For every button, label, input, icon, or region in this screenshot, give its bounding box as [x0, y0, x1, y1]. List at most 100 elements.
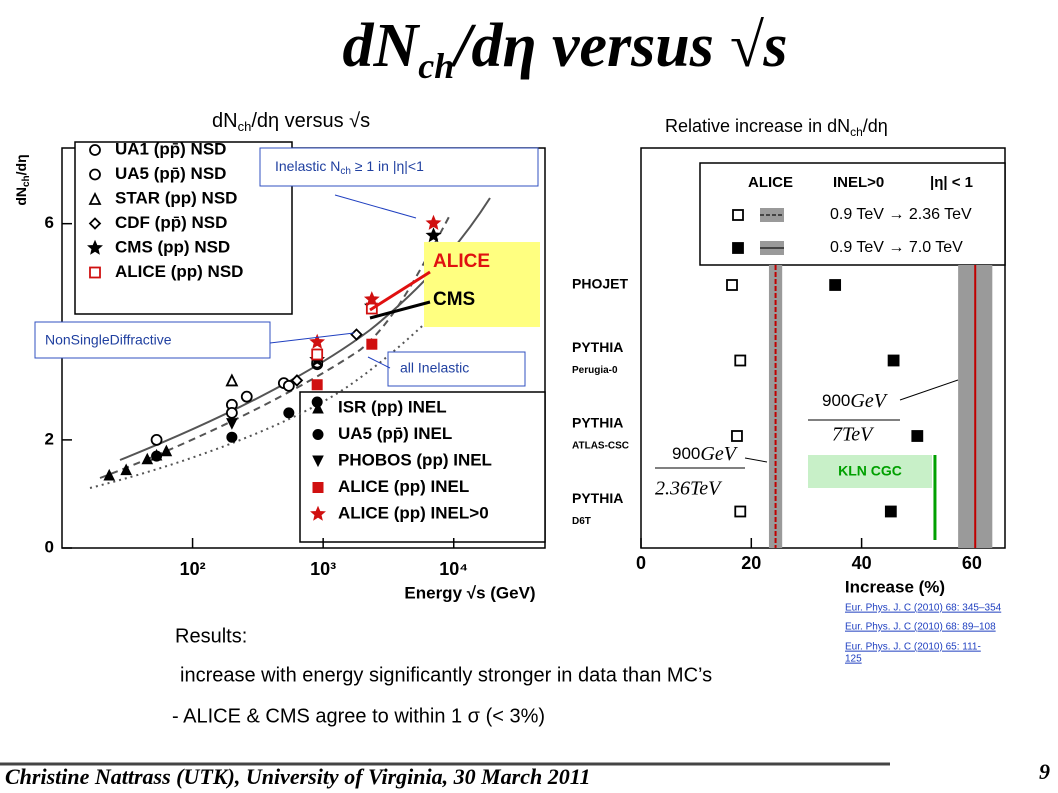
heading-part: /dη versus √s	[251, 110, 370, 132]
reference-link[interactable]: Eur. Phys. J. C (2010) 68: 345–354	[845, 603, 1002, 614]
fraction-part: 900	[822, 391, 850, 410]
marker	[150, 433, 163, 446]
callout-arrow	[367, 356, 391, 369]
highlight-text: ALICE	[433, 251, 490, 272]
right-heading: Relative increase in dNch/dη	[665, 116, 888, 139]
legend-box	[699, 162, 1006, 266]
marker	[887, 354, 900, 367]
highlight-arrow	[369, 300, 431, 320]
marker	[734, 354, 747, 367]
reference-link[interactable]: Eur. Phys. J. C (2010) 68: 89–108	[845, 622, 996, 633]
y-tick-label: 2	[45, 429, 54, 448]
marker	[363, 291, 380, 307]
marker	[283, 407, 295, 419]
category-sublabel: Perugia-0	[572, 365, 618, 376]
results-heading: Results:	[175, 625, 247, 647]
category-sublabel: ATLAS-CSC	[572, 441, 629, 452]
results-line: increase with energy significantly stron…	[180, 664, 712, 686]
callout-text: all Inelastic	[400, 360, 469, 376]
references: Eur. Phys. J. C (2010) 68: 345–354 Eur. …	[845, 603, 1002, 665]
marker	[425, 227, 442, 243]
fraction-numerator: 900GeV	[822, 390, 889, 412]
marker	[120, 463, 132, 476]
kln-label: KLN CGC	[838, 463, 902, 479]
legend-marker	[312, 482, 324, 493]
left-plot: dNch/dη Energy √s (GeV) 024610²10³10⁴UA1…	[13, 139, 546, 602]
fraction-part: GeV	[700, 443, 738, 465]
slide-title: dNch/dη versus √s	[342, 12, 787, 86]
callout-subscript: ch	[340, 166, 351, 177]
callout-text: Inelastic Nch ≥ 1 in |η|<1	[275, 158, 424, 177]
legend-label: STAR (pp) NSD	[115, 188, 237, 207]
footer-text: Christine Nattrass (UTK), University of …	[5, 764, 591, 789]
fraction-numerator: 900GeV	[672, 443, 739, 465]
highlight-arrow	[369, 270, 431, 312]
legend-marker	[88, 191, 102, 205]
left-heading: dNch/dη versus √s	[212, 110, 370, 134]
legend-label: CMS (pp) NSD	[115, 237, 230, 256]
y-axis-label: dNch/dη	[13, 154, 32, 205]
heading-subscript: ch	[850, 125, 863, 139]
category-sublabel: D6T	[572, 516, 591, 527]
legend-marker	[732, 242, 744, 254]
label-part: /dη	[13, 154, 29, 175]
legend-marker	[312, 455, 324, 468]
legend-marker	[312, 429, 324, 440]
marker	[141, 452, 154, 465]
fraction-arrow	[899, 379, 959, 401]
marker	[734, 505, 747, 518]
reference-link[interactable]: 125	[845, 654, 862, 665]
kln-box	[808, 455, 932, 488]
title-part: dN	[342, 12, 420, 80]
page-number: 9	[1039, 759, 1050, 784]
legend-label: ISR (pp) INEL	[338, 397, 447, 416]
legend-label: UA5 (pp̄) INEL	[338, 424, 452, 443]
marker	[103, 468, 116, 481]
marker	[225, 373, 239, 387]
legend-marker	[732, 209, 744, 221]
reference-link[interactable]: Eur. Phys. J. C (2010) 65: 111-	[845, 642, 981, 653]
legend-marker	[87, 239, 103, 255]
marker	[366, 338, 378, 350]
heading-part: dN	[212, 110, 238, 132]
callout-arrow	[334, 194, 417, 219]
marker	[726, 279, 738, 291]
x-tick-label: 10³	[310, 559, 336, 579]
title-subscript: ch	[418, 46, 454, 86]
marker	[151, 450, 163, 462]
callout-box	[387, 351, 526, 387]
legend-label: 0.9 TeV → 2.36 TeV	[830, 206, 972, 223]
marker	[311, 396, 323, 408]
legend-marker	[310, 505, 326, 521]
marker	[160, 444, 173, 457]
category-label: PYTHIA	[572, 490, 623, 506]
legend-header: INEL>0	[833, 174, 884, 191]
x-tick-label: 0	[636, 553, 646, 573]
legend-box	[74, 141, 293, 315]
legend-label: CDF (pp̄) NSD	[115, 213, 227, 232]
legend-label: 0.9 TeV → 7.0 TeV	[830, 239, 963, 256]
legend-label: UA5 (pp̄) NSD	[115, 164, 226, 183]
heading-subscript: ch	[238, 119, 252, 134]
highlight-box	[424, 242, 540, 327]
fraction-arrow	[744, 457, 768, 463]
legend-label: ALICE (pp) INEL>0	[338, 503, 489, 522]
fit-curve	[89, 249, 501, 489]
marker	[911, 430, 924, 442]
legend-label: PHOBOS (pp) INEL	[338, 450, 492, 469]
callouts: Inelastic Nch ≥ 1 in |η|<1 NonSingleDiff…	[34, 147, 540, 387]
right-plot: Increase (%) 0 20 40 60 ALICE INEL>0 |η| < 1 PH…	[566, 143, 1010, 608]
category-label: PHOJET	[572, 276, 628, 292]
marker	[309, 333, 326, 349]
legend-label: ALICE (pp) NSD	[115, 262, 243, 281]
label-part: dN	[13, 187, 29, 206]
legend-header: ALICE	[748, 174, 793, 191]
y-tick-label: 0	[45, 537, 54, 556]
marker	[282, 379, 295, 392]
legend-marker	[89, 168, 101, 181]
x-tick-label: 60	[962, 553, 982, 573]
x-tick-label: 10²	[180, 559, 206, 579]
marker	[225, 406, 238, 419]
legend-marker	[88, 217, 102, 230]
fraction-denominator: 2.36TeV	[655, 478, 723, 500]
